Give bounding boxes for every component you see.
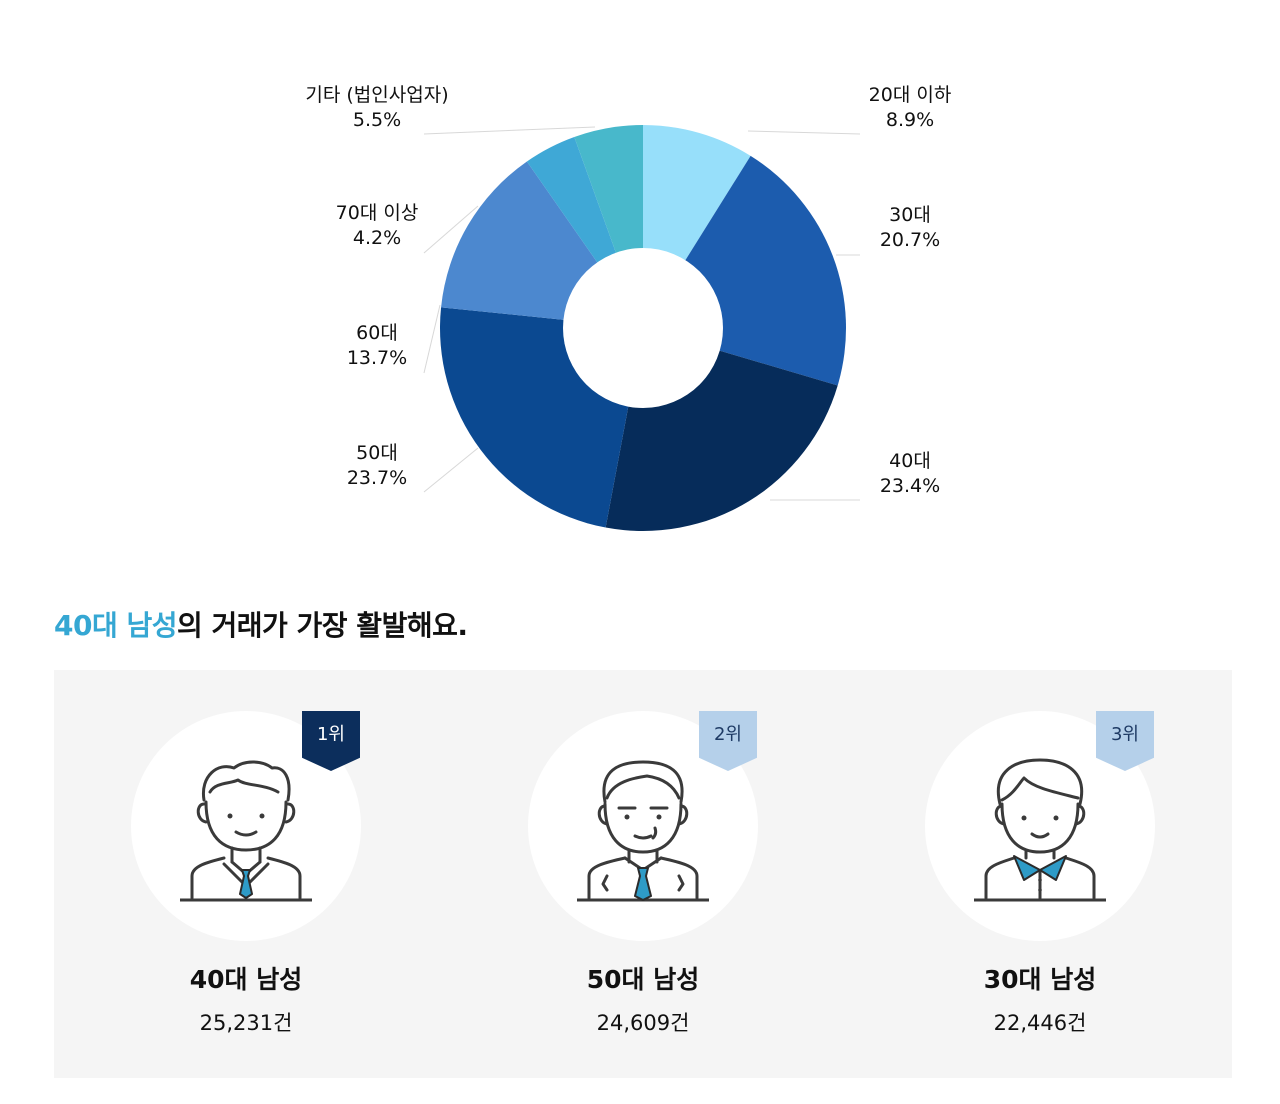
slice-label-value: 13.7% (346, 347, 408, 369)
slice-label: 50대 23.7% (297, 441, 457, 491)
headline-rest: 의 거래가 가장 활발해요. (177, 609, 468, 642)
slice-label-name: 60대 (356, 322, 398, 344)
leader-line (423, 447, 479, 493)
rank-card-1: 1위 40대 남성 25,231건 (96, 670, 396, 1078)
headline: 40대 남성의 거래가 가장 활발해요. (54, 604, 468, 644)
slice-label-name: 70대 이상 (335, 202, 419, 224)
slice-label: 70대 이상 4.2% (297, 201, 457, 251)
leader-lines (423, 126, 861, 501)
slice-label: 기타 (법인사업자) 5.5% (297, 83, 457, 133)
slice-label-value: 20.7% (879, 229, 941, 251)
leader-line (423, 304, 441, 374)
slice-label: 40대 23.4% (830, 449, 990, 499)
headline-highlight: 40대 남성 (54, 609, 178, 642)
rank-badge-1: 1위 (302, 711, 360, 771)
rank-card-2: 2위 50대 남성 24,609건 (493, 670, 793, 1078)
rank-badge-3: 3위 (1096, 711, 1154, 771)
man-40s-icon (180, 760, 312, 902)
slice-label-value: 8.9% (885, 109, 935, 131)
rank-name: 40대 남성 (189, 965, 303, 994)
rank-name: 50대 남성 (586, 965, 700, 994)
slice-label: 20대 이하 8.9% (830, 83, 990, 133)
slice-label-value: 4.2% (352, 227, 402, 249)
rank-badge-2: 2위 (699, 711, 757, 771)
rank-name: 30대 남성 (983, 965, 1097, 994)
slice-label-value: 5.5% (352, 109, 402, 131)
slice-label-name: 기타 (법인사업자) (305, 84, 449, 106)
slice-label-value: 23.4% (879, 475, 941, 497)
rank-count: 25,231건 (199, 1011, 293, 1035)
leader-line (747, 130, 861, 135)
slice-label-name: 40대 (889, 450, 931, 472)
ranking-panel: 1위 40대 남성 25,231건 2위 50대 남성 24,609건 (54, 670, 1232, 1078)
rank-card-3: 3위 30대 남성 22,446건 (890, 670, 1190, 1078)
slice-label: 30대 20.7% (830, 203, 990, 253)
rank-count: 22,446건 (993, 1011, 1087, 1035)
slice-label: 60대 13.7% (297, 321, 457, 371)
man-30s-icon (974, 758, 1106, 902)
slice-label-name: 20대 이하 (868, 84, 952, 106)
donut-chart (423, 125, 861, 532)
slice-label-name: 50대 (356, 442, 398, 464)
rank-count: 24,609건 (596, 1011, 690, 1035)
slice-label-value: 23.7% (346, 467, 408, 489)
donut-hole (563, 248, 723, 408)
leader-line (423, 126, 596, 135)
slice-label-name: 30대 (889, 204, 931, 226)
leader-line (423, 205, 479, 254)
man-50s-icon (577, 760, 709, 902)
